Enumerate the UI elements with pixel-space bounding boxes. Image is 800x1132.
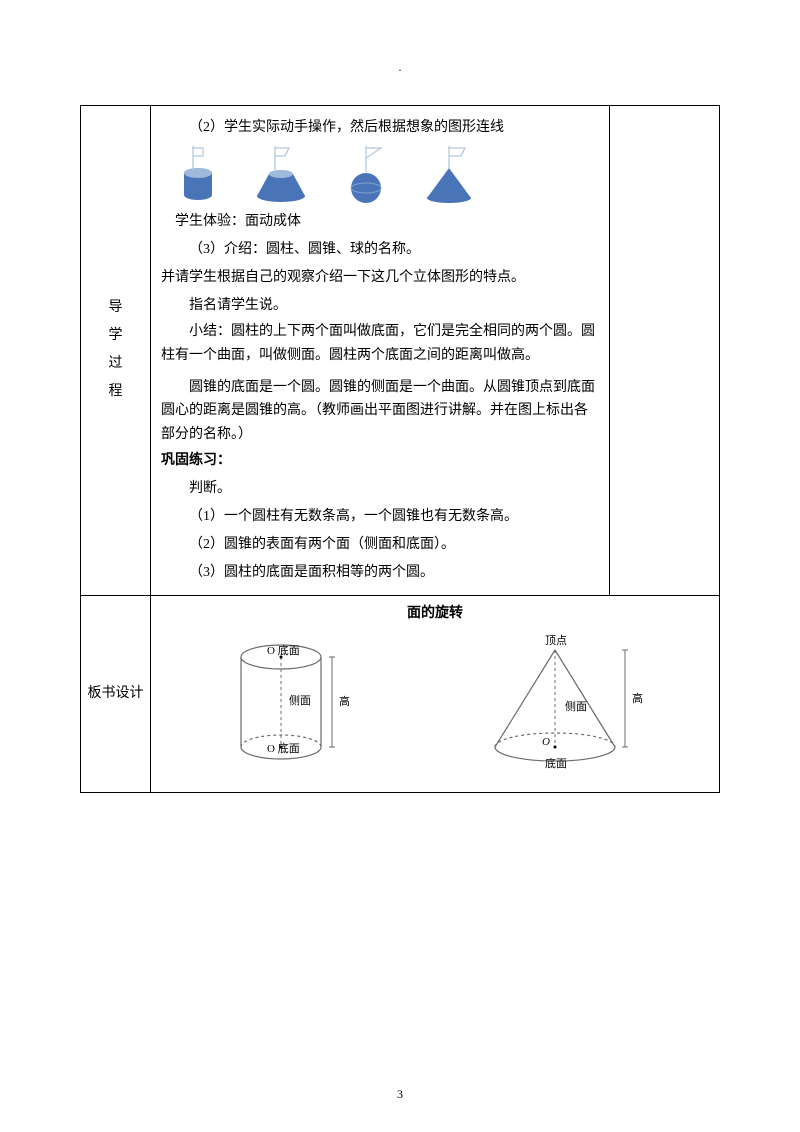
paragraph: 并请学生根据自己的观察介绍一下这几个立体图形的特点。 [161, 264, 599, 292]
cyl-side-label: 侧面 [289, 694, 311, 707]
shape-sphere [341, 146, 391, 204]
cone-apex-label: 顶点 [545, 634, 567, 647]
cone-height-label: 高 [632, 691, 643, 705]
cylinder-diagram: O 底面 O 底面 侧面 高 [211, 632, 391, 772]
row2-label-cell: 板书设计 [81, 595, 151, 792]
row2-label: 板书设计 [88, 686, 144, 701]
label-char: 学 [81, 322, 150, 350]
page-number: 3 [0, 1087, 800, 1102]
board-title: 面的旋转 [151, 596, 719, 622]
shape-cylinder [175, 146, 221, 204]
cyl-bottom-label: O 底面 [267, 741, 300, 755]
row1-note-cell [610, 106, 720, 596]
paragraph: （1）一个圆柱有无数条高，一个圆锥也有无数条高。 [161, 503, 599, 531]
header-dot: . [80, 60, 720, 75]
paragraph: 小结：圆柱的上下两个面叫做底面，它们是完全相同的两个圆。圆柱有一个曲面，叫做侧面… [161, 320, 599, 368]
practice-heading: 巩固练习： [161, 447, 599, 475]
board-diagrams: O 底面 O 底面 侧面 高 顶点 [151, 622, 719, 792]
paragraph: 圆锥的底面是一个圆。圆锥的侧面是一个曲面。从圆锥顶点到底面圆心的距离是圆锥的高。… [161, 376, 599, 447]
main-table: 导 学 过 程 （2）学生实际动手操作，然后根据想象的图形连线 [80, 105, 720, 793]
cone-o-label: O [542, 736, 550, 748]
paragraph: （2）圆锥的表面有两个面（侧面和底面）。 [161, 531, 599, 559]
label-char: 程 [81, 378, 150, 406]
shapes-row [161, 142, 599, 208]
paragraph: （3）介绍：圆柱、圆锥、球的名称。 [161, 236, 599, 264]
cone-bottom-label: 底面 [545, 756, 567, 770]
row1-content-cell: （2）学生实际动手操作，然后根据想象的图形连线 [151, 106, 610, 596]
page: . 导 学 过 程 （2）学生实际动手操作，然后根据想象的图形连线 [0, 0, 800, 833]
cylinder-icon [175, 146, 221, 204]
cone-side-label: 侧面 [565, 700, 587, 713]
cone-diagram: 顶点 O 侧面 底面 高 [470, 632, 660, 772]
row1-label-cell: 导 学 过 程 [81, 106, 151, 596]
paragraph: 学生体验：面动成体 [161, 208, 599, 236]
table-row: 板书设计 面的旋转 O 底面 O [81, 595, 720, 792]
label-char: 过 [81, 350, 150, 378]
table-row: 导 学 过 程 （2）学生实际动手操作，然后根据想象的图形连线 [81, 106, 720, 596]
shape-frustum [251, 146, 311, 204]
paragraph: （2）学生实际动手操作，然后根据想象的图形连线 [161, 114, 599, 142]
cone-icon [421, 146, 477, 204]
row2-content-cell: 面的旋转 O 底面 O 底面 侧面 [151, 595, 720, 792]
paragraph: （3）圆柱的底面是面积相等的两个圆。 [161, 559, 599, 587]
sphere-icon [341, 146, 391, 204]
paragraph: 判断。 [161, 475, 599, 503]
shape-cone [421, 146, 477, 204]
content-wrap: （2）学生实际动手操作，然后根据想象的图形连线 [151, 106, 609, 595]
frustum-icon [251, 146, 311, 204]
cyl-top-label: O 底面 [267, 643, 300, 657]
cyl-height-label: 高 [339, 694, 350, 708]
label-char: 导 [81, 294, 150, 322]
paragraph: 指名请学生说。 [161, 292, 599, 320]
